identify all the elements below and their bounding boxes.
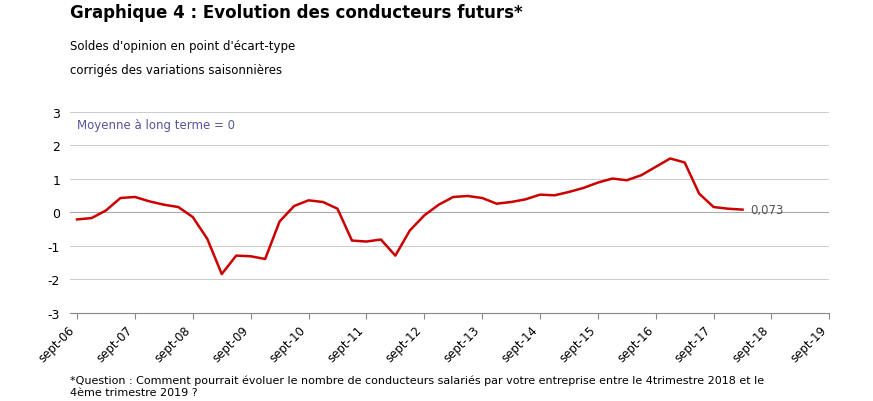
Text: Moyenne à long terme = 0: Moyenne à long terme = 0 — [78, 118, 236, 131]
Text: Soldes d'opinion en point d'écart-type: Soldes d'opinion en point d'écart-type — [70, 40, 295, 53]
Text: 0,073: 0,073 — [750, 204, 783, 217]
Text: Graphique 4 : Evolution des conducteurs futurs*: Graphique 4 : Evolution des conducteurs … — [70, 4, 522, 22]
Text: corrigés des variations saisonnières: corrigés des variations saisonnières — [70, 64, 282, 77]
Text: *Question : Comment pourrait évoluer le nombre de conducteurs salariés par votre: *Question : Comment pourrait évoluer le … — [70, 375, 764, 397]
